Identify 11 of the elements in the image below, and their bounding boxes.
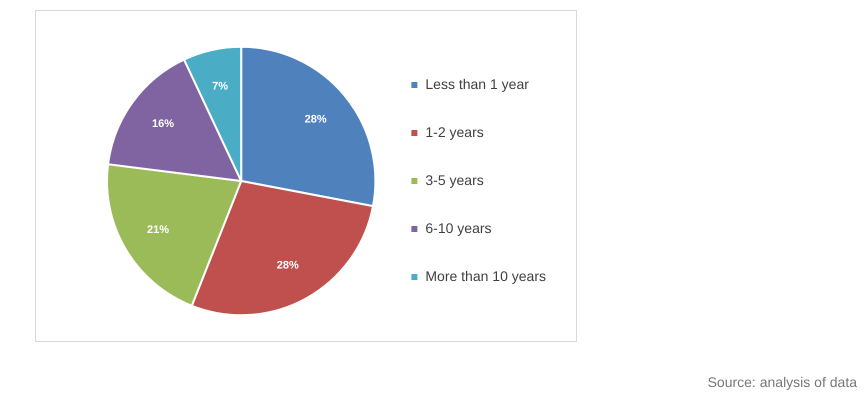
data-label: 21% — [147, 224, 170, 236]
data-label: 28% — [304, 113, 327, 126]
legend-label: 6-10 years — [425, 220, 492, 236]
data-label: 7% — [212, 80, 228, 93]
data-label: 16% — [152, 118, 174, 130]
legend-label: 1-2 years — [425, 124, 484, 140]
legend-label: Less than 1 year — [425, 76, 530, 92]
legend-label: 3-5 years — [425, 172, 484, 188]
data-label: 28% — [276, 260, 299, 272]
legend-label: More than 10 years — [425, 268, 546, 284]
source-note: Source: analysis of data — [708, 374, 857, 390]
